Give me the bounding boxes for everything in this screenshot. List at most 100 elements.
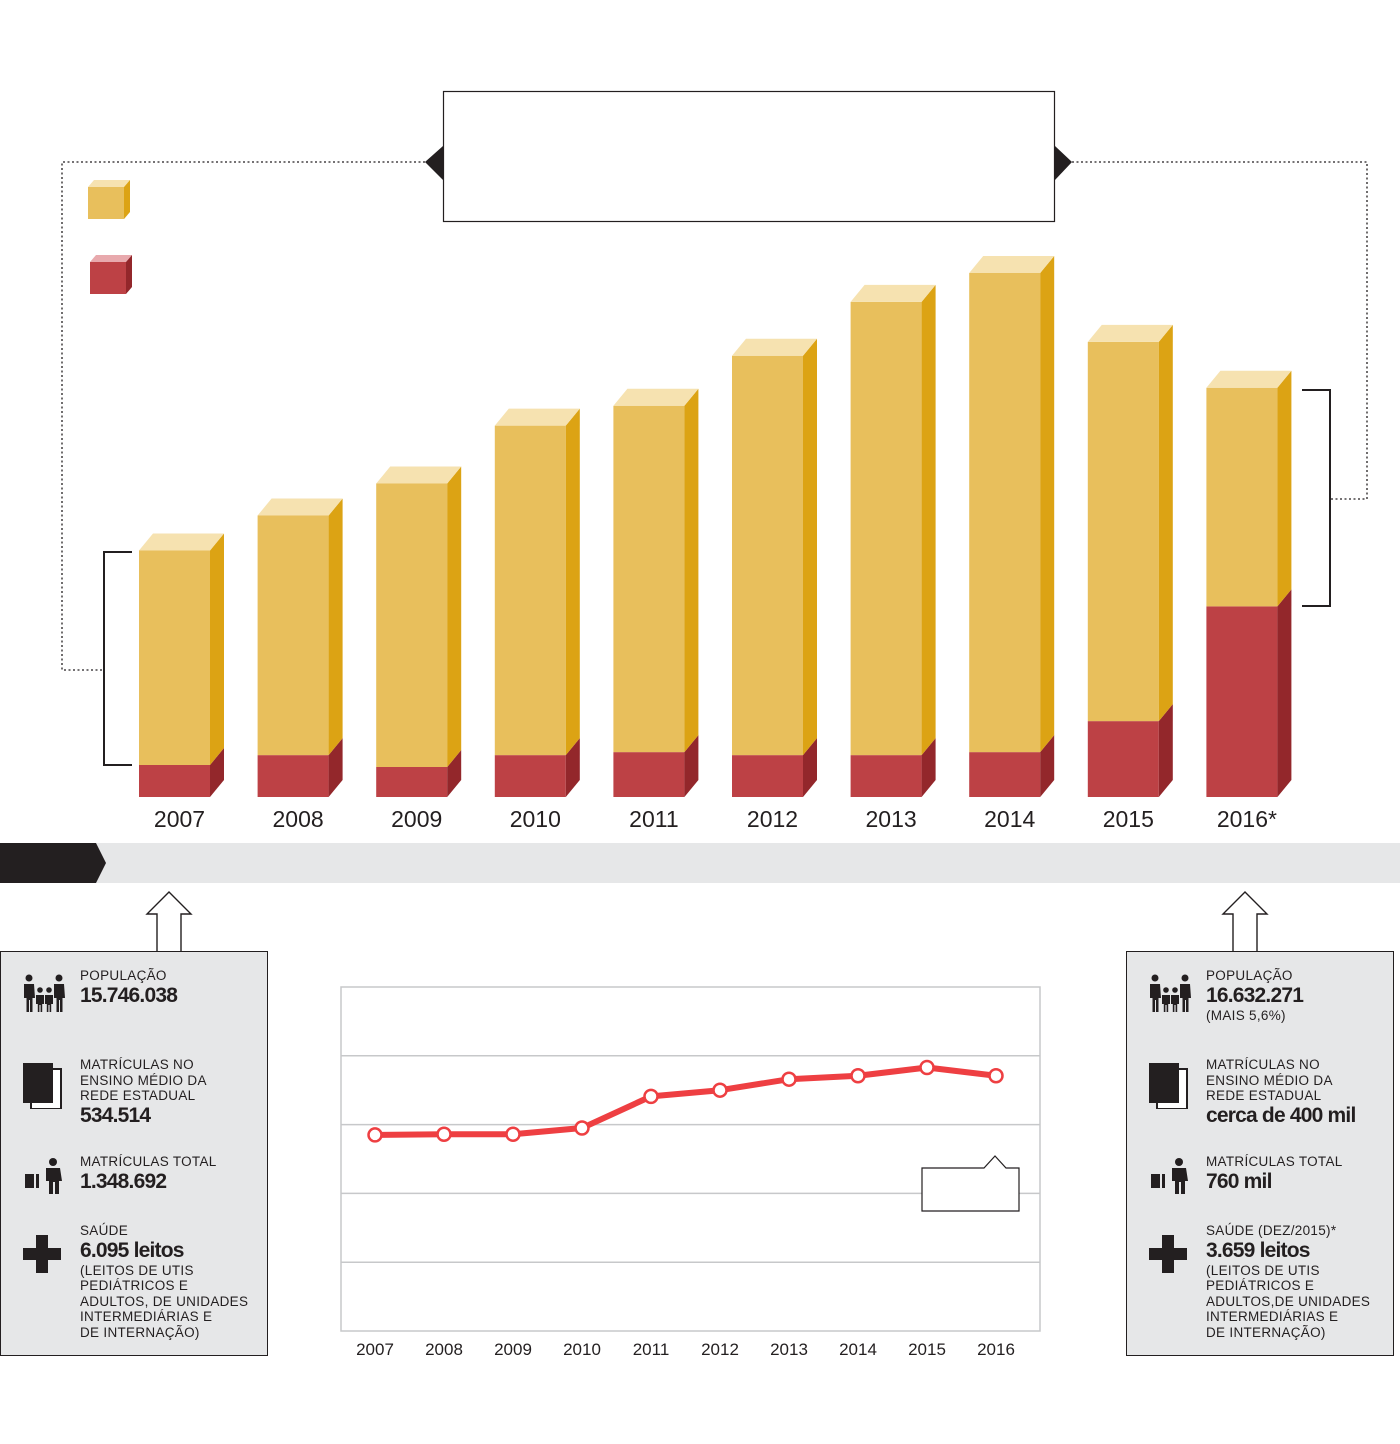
bar-yellow-side	[447, 466, 462, 768]
bar-top	[613, 388, 699, 406]
bar-2009	[376, 466, 462, 797]
year-labels-layer: 2007 2008 2009 2010 2011 2012 2013 2014 2015 2016…	[154, 806, 1277, 832]
line-point-2014	[850, 1068, 866, 1084]
bar-2011	[613, 388, 699, 797]
bar-red-side	[1158, 704, 1173, 797]
bar-red-side	[565, 738, 580, 797]
enrollment-hs-text: MATRÍCULAS NO ENSINO MÉDIO DA REDE ESTAD…	[80, 1057, 263, 1128]
health-text: SAÚDE 6.095 leitos (LEITOS DE UTIS PEDIÁ…	[80, 1223, 263, 1340]
legend-swatch-yellow	[88, 180, 130, 219]
bar-top	[732, 338, 817, 356]
legend	[88, 180, 132, 294]
bar-yellow-segment	[139, 550, 210, 766]
health-cross-icon	[23, 1235, 61, 1273]
enrollment-hs-value: cerca de 400 mil	[1206, 1103, 1356, 1127]
line-year-2011: 2011	[633, 1340, 670, 1359]
timeline-tab-tip	[96, 843, 106, 883]
bar-yellow-segment	[850, 301, 922, 756]
bar-yellow-segment	[1206, 387, 1278, 607]
enrollment-total-text: MATRÍCULAS TOTAL 1.348.692	[80, 1154, 263, 1194]
family-icon	[24, 974, 65, 1012]
year-label-2007: 2007	[154, 806, 205, 832]
bar-2008	[257, 498, 343, 797]
bar-yellow-segment	[257, 515, 329, 756]
line-year-2007: 2007	[356, 1340, 394, 1359]
year-label-2013: 2013	[866, 806, 917, 832]
year-label-2016: 2016*	[1217, 806, 1277, 832]
line-point-2009	[505, 1126, 521, 1142]
line-point-2010	[574, 1120, 590, 1136]
enrollment-total-label: MATRÍCULAS TOTAL	[80, 1154, 217, 1169]
bar-red-side	[210, 748, 224, 797]
bracket-2007	[103, 551, 132, 766]
year-label-2012: 2012	[747, 806, 798, 832]
student-icon	[25, 1158, 62, 1194]
population-value: 16.632.271	[1206, 983, 1304, 1007]
callout-connectors	[61, 161, 1368, 671]
enrollment-total-text: MATRÍCULAS TOTAL 760 mil	[1206, 1154, 1389, 1194]
bar-yellow-side	[921, 284, 936, 756]
student-icon	[1151, 1158, 1188, 1194]
line-year-2013: 2013	[770, 1340, 808, 1359]
line-point-2007	[367, 1127, 383, 1143]
bar-yellow-side	[1277, 370, 1292, 607]
bar-top	[850, 284, 936, 302]
bar-yellow-side	[803, 338, 817, 756]
bar-2014	[969, 255, 1055, 797]
bar-2013	[850, 284, 936, 797]
line-point-2012	[712, 1082, 728, 1098]
bar-top	[257, 498, 343, 516]
population-text: POPULAÇÃO 16.632.271 (MAIS 5,6%)	[1206, 968, 1389, 1023]
bar-red-segment	[613, 752, 685, 797]
line-year-2008: 2008	[425, 1340, 463, 1359]
bar-red-segment	[257, 755, 329, 797]
bar-2010	[494, 408, 580, 797]
year-label-2014: 2014	[984, 806, 1035, 832]
bar-red-segment	[850, 755, 922, 797]
bar-red-segment	[1087, 721, 1159, 797]
bar-yellow-side	[210, 533, 224, 766]
bar-2007	[139, 533, 224, 797]
title-box-left-pointer	[425, 146, 443, 180]
bar-red-segment	[494, 755, 566, 797]
bar-red-side	[328, 738, 343, 797]
population-label: POPULAÇÃO	[80, 968, 167, 983]
enrollment-hs-text: MATRÍCULAS NO ENSINO MÉDIO DA REDE ESTAD…	[1206, 1057, 1389, 1128]
population-text: POPULAÇÃO 15.746.038	[80, 968, 263, 1008]
year-label-2011: 2011	[629, 806, 678, 832]
books-icon	[1149, 1063, 1188, 1109]
bar-red-side	[684, 735, 699, 797]
bar-yellow-segment	[732, 355, 803, 756]
line-point-2008	[436, 1126, 452, 1142]
enrollment-total-value: 1.348.692	[80, 1169, 167, 1193]
enrollment-hs-label: MATRÍCULAS NO ENSINO MÉDIO DA REDE ESTAD…	[1206, 1057, 1333, 1103]
bar-top	[139, 533, 224, 551]
bar-yellow-segment	[494, 425, 566, 756]
bar-top	[1087, 324, 1173, 342]
bar-yellow-side	[565, 408, 580, 756]
bar-red-side	[803, 738, 817, 797]
enrollment-total-label: MATRÍCULAS TOTAL	[1206, 1154, 1343, 1169]
bar-yellow-side	[684, 388, 699, 753]
family-icon	[1150, 974, 1191, 1012]
timeline-tab	[0, 843, 96, 883]
line-point-2011	[643, 1088, 659, 1105]
line-year-2010: 2010	[563, 1340, 601, 1359]
title-box-right-pointer	[1055, 146, 1072, 180]
bar-2016	[1206, 370, 1292, 797]
line-year-2016: 2016	[977, 1340, 1015, 1359]
year-label-2015: 2015	[1103, 806, 1154, 832]
line-point-2013	[781, 1071, 797, 1087]
bar-red-segment	[376, 767, 448, 797]
bar-red-side	[921, 738, 936, 797]
line-point-2016	[988, 1068, 1004, 1084]
health-value: 3.659 leitos	[1206, 1238, 1310, 1262]
bar-top	[969, 255, 1055, 273]
main-bar-chart: 2007 2008 2009 2010 2011 2012 2013 2014 2015 2016…	[61, 90, 1368, 832]
info-box-left: POPULAÇÃO 15.746.038 MATRÍCULAS NO ENSIN…	[0, 951, 268, 1356]
health-text: SAÚDE (DEZ/2015)* 3.659 leitos (LEITOS D…	[1206, 1223, 1389, 1340]
bar-red-side	[1277, 589, 1292, 797]
timeline-band	[0, 843, 1400, 883]
bar-red-side	[447, 750, 462, 797]
bar-yellow-side	[1158, 324, 1173, 722]
